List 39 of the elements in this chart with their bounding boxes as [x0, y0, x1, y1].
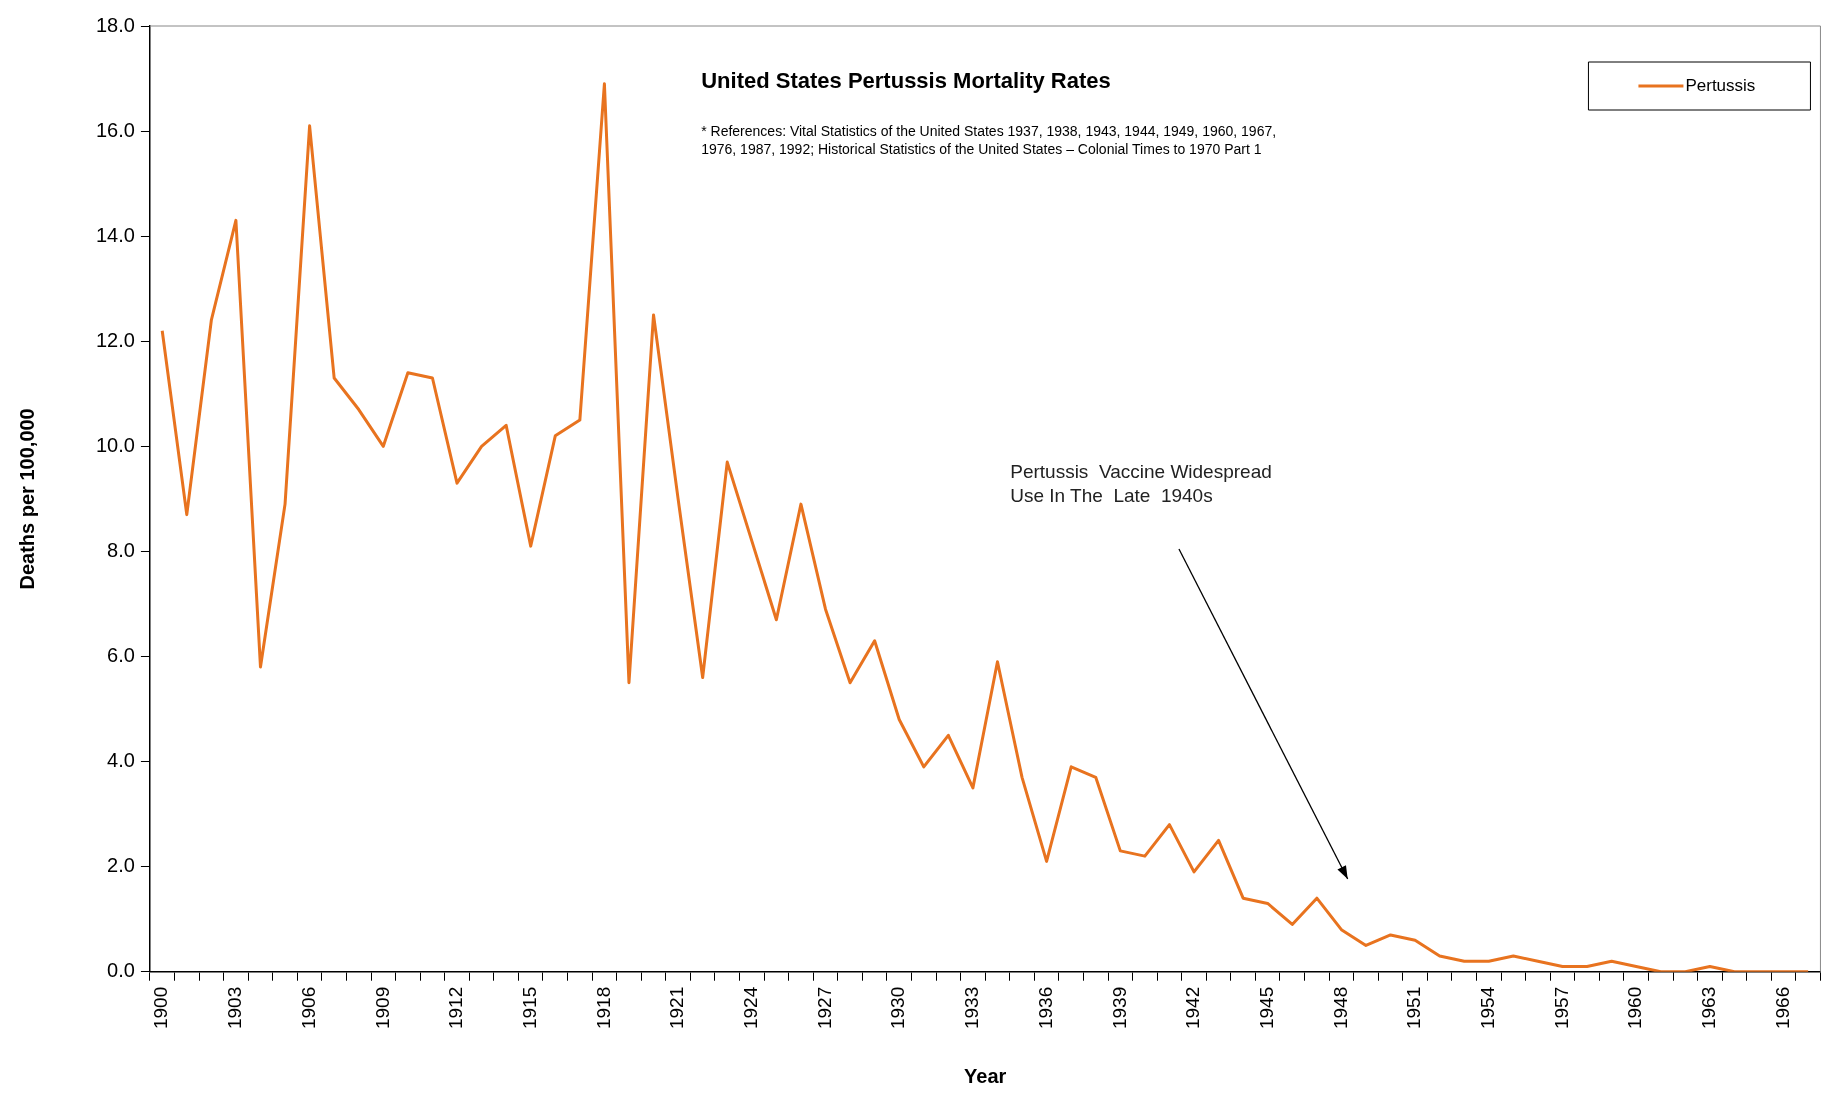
x-tick-label: 1933: [961, 986, 983, 1030]
annotation: Pertussis Vaccine Widespread Use In The Late 1940s: [1010, 461, 1272, 507]
x-tick-label: 1954: [1477, 986, 1499, 1030]
x-tick-label: 1927: [813, 986, 835, 1030]
annotation: * References: Vital Statistics of the United States 1937, 1938, 1943, 1944, 1949, 1960, 1967, 1976, 1987, 1992; Historical Statistics of the United States – Colonial Times to 1970 Part 1: [701, 123, 1277, 157]
legend-label: Pertussis: [1685, 75, 1756, 95]
y-tick-label: 8.0: [107, 538, 135, 561]
y-tick-label: 14.0: [95, 223, 135, 246]
x-tick-label: 1921: [666, 986, 688, 1030]
x-tick-label: 1906: [297, 986, 319, 1030]
y-tick-label: 0.0: [107, 959, 135, 982]
y-tick-label: 2.0: [107, 854, 135, 877]
x-tick-label: 1960: [1624, 986, 1646, 1030]
y-tick-label: 18.0: [95, 13, 135, 36]
y-tick-label: 10.0: [95, 433, 135, 456]
y-tick-label: 4.0: [107, 749, 135, 772]
x-tick-label: 1909: [371, 986, 393, 1030]
y-axis-title: Deaths per 100,000: [15, 408, 38, 590]
x-tick-label: 1951: [1403, 986, 1425, 1030]
y-tick-label: 6.0: [107, 644, 135, 666]
y-tick-label: 16.0: [95, 118, 135, 141]
x-tick-label: 1945: [1255, 986, 1277, 1030]
x-tick-label: 1948: [1329, 986, 1351, 1030]
x-tick-label: 1936: [1034, 986, 1056, 1030]
x-tick-label: 1939: [1108, 986, 1130, 1030]
x-tick-label: 1930: [887, 986, 909, 1030]
x-tick-label: 1915: [518, 986, 540, 1030]
x-tick-label: 1957: [1550, 986, 1572, 1030]
x-tick-label: 1966: [1771, 986, 1793, 1030]
x-tick-label: 1942: [1182, 986, 1204, 1030]
text: United States Pertussis Mortality Rates: [701, 68, 1111, 93]
x-tick-label: 1903: [224, 986, 246, 1030]
x-tick-label: 1924: [740, 986, 762, 1030]
x-tick-label: 1918: [592, 986, 614, 1030]
x-tick-label: 1900: [150, 986, 172, 1030]
x-tick-label: 1963: [1698, 986, 1720, 1030]
x-axis-title: Year: [964, 1064, 1007, 1087]
y-tick-label: 12.0: [95, 328, 135, 351]
x-tick-label: 1912: [445, 986, 467, 1030]
